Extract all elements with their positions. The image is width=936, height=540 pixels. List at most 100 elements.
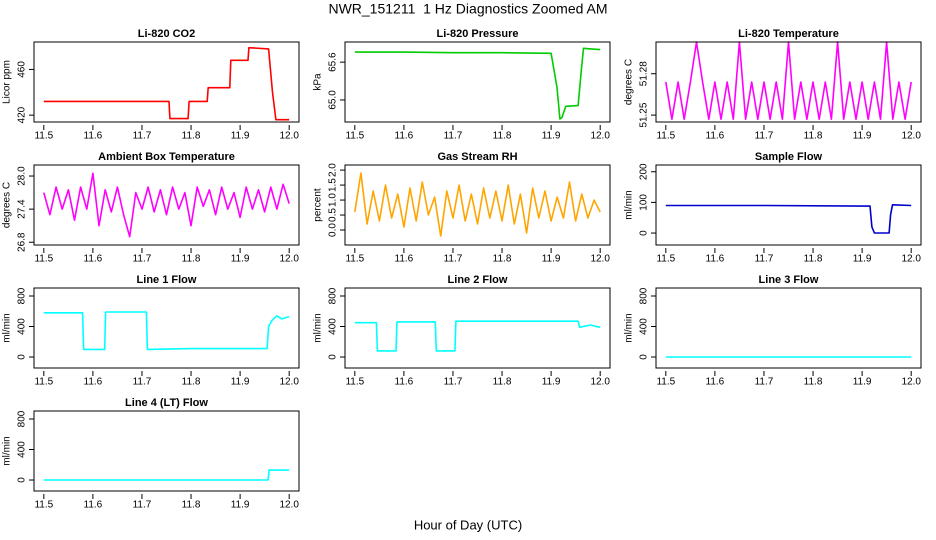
panel-title: Li-820 Temperature bbox=[738, 28, 839, 40]
data-line bbox=[354, 172, 601, 237]
x-tick-label: 11.5 bbox=[34, 254, 53, 265]
y-axis-label: ml/min bbox=[624, 313, 635, 342]
plot-box bbox=[655, 287, 922, 369]
y-axis-label: degrees C bbox=[624, 59, 635, 105]
x-tick-label: 11.7 bbox=[755, 377, 774, 388]
x-tick-label: 11.5 bbox=[34, 377, 53, 388]
y-tick-label: 26.8 bbox=[17, 232, 28, 252]
y-tick-label: 65.0 bbox=[328, 90, 339, 110]
x-tick-label: 11.6 bbox=[706, 254, 725, 265]
x-tick-label: 12.0 bbox=[590, 377, 610, 388]
x-tick-label: 11.7 bbox=[444, 131, 463, 142]
y-tick-label: 27.4 bbox=[17, 199, 28, 219]
x-tick-label: 11.6 bbox=[706, 131, 725, 142]
x-tick-label: 11.7 bbox=[755, 131, 774, 142]
x-tick-label: 11.9 bbox=[231, 500, 250, 511]
x-tick-label: 11.9 bbox=[231, 254, 250, 265]
x-tick-label: 11.7 bbox=[133, 500, 152, 511]
x-tick-label: 11.5 bbox=[34, 500, 53, 511]
y-tick-label: 1.0 bbox=[328, 193, 339, 207]
y-tick-label: 400 bbox=[328, 318, 339, 335]
y-tick-label: 0 bbox=[639, 230, 650, 236]
plot-box bbox=[33, 164, 300, 246]
y-tick-label: 800 bbox=[639, 287, 650, 304]
y-tick-label: 400 bbox=[17, 318, 28, 335]
panel-title: Ambient Box Temperature bbox=[98, 151, 235, 163]
x-tick-label: 11.9 bbox=[853, 254, 872, 265]
y-tick-label: 800 bbox=[328, 287, 339, 304]
x-tick-label: 11.9 bbox=[542, 131, 561, 142]
y-tick-label: 800 bbox=[17, 287, 28, 304]
y-tick-label: 0 bbox=[17, 477, 28, 483]
x-tick-label: 11.5 bbox=[34, 131, 53, 142]
data-line bbox=[43, 469, 290, 481]
x-tick-label: 12.0 bbox=[901, 377, 921, 388]
y-axis-label: ml/min bbox=[624, 190, 635, 219]
y-tick-label: 400 bbox=[17, 441, 28, 458]
x-tick-label: 11.8 bbox=[182, 500, 201, 511]
y-axis-label: percent bbox=[313, 188, 324, 222]
plot-box bbox=[344, 287, 611, 369]
x-tick-label: 12.0 bbox=[590, 254, 610, 265]
data-line bbox=[354, 47, 601, 120]
y-tick-label: 0.0 bbox=[328, 223, 339, 237]
x-tick-label: 11.6 bbox=[84, 254, 103, 265]
figure-title: NWR_151211 1 Hz Diagnostics Zoomed AM bbox=[328, 1, 607, 17]
x-tick-label: 11.8 bbox=[493, 377, 512, 388]
panel-title: Line 3 Flow bbox=[759, 274, 819, 286]
data-line bbox=[665, 41, 912, 120]
x-tick-label: 12.0 bbox=[279, 377, 299, 388]
x-tick-label: 11.6 bbox=[706, 377, 725, 388]
x-tick-label: 11.8 bbox=[182, 131, 201, 142]
x-tick-label: 11.7 bbox=[444, 377, 463, 388]
plot-box bbox=[33, 41, 300, 123]
x-tick-label: 11.9 bbox=[231, 131, 250, 142]
x-axis-label: Hour of Day (UTC) bbox=[414, 517, 522, 532]
x-tick-label: 11.8 bbox=[804, 377, 823, 388]
panel-title: Line 4 (LT) Flow bbox=[125, 397, 208, 409]
x-tick-label: 11.9 bbox=[853, 131, 872, 142]
panel-title: Li-820 Pressure bbox=[437, 28, 519, 40]
y-axis-label: ml/min bbox=[2, 313, 13, 342]
y-axis-label: degrees C bbox=[2, 182, 13, 228]
x-tick-label: 11.6 bbox=[395, 254, 414, 265]
y-axis-label: kPa bbox=[313, 73, 324, 91]
plot-box bbox=[655, 164, 922, 246]
x-tick-label: 12.0 bbox=[901, 131, 921, 142]
x-tick-label: 11.9 bbox=[853, 377, 872, 388]
y-axis-label: ml/min bbox=[2, 436, 13, 465]
plot-box bbox=[655, 41, 922, 123]
panel-title: Gas Stream RH bbox=[437, 151, 517, 163]
x-tick-label: 11.5 bbox=[656, 131, 675, 142]
data-line bbox=[43, 311, 290, 351]
y-tick-label: 0.5 bbox=[328, 208, 339, 222]
x-tick-label: 11.6 bbox=[84, 500, 103, 511]
y-axis-label: ml/min bbox=[313, 313, 324, 342]
data-line bbox=[354, 320, 601, 352]
x-tick-label: 11.8 bbox=[493, 254, 512, 265]
x-tick-label: 11.9 bbox=[542, 254, 561, 265]
y-tick-label: 1.5 bbox=[328, 178, 339, 192]
x-tick-label: 11.5 bbox=[345, 131, 364, 142]
y-tick-label: 100 bbox=[639, 194, 650, 211]
x-tick-label: 11.8 bbox=[182, 377, 201, 388]
y-tick-label: 2.0 bbox=[328, 163, 339, 177]
y-tick-label: 460 bbox=[17, 61, 28, 78]
x-tick-label: 12.0 bbox=[590, 131, 610, 142]
y-tick-label: 51.28 bbox=[639, 61, 650, 86]
x-tick-label: 12.0 bbox=[279, 131, 299, 142]
data-line bbox=[43, 46, 290, 121]
x-tick-label: 11.5 bbox=[656, 254, 675, 265]
x-tick-label: 11.7 bbox=[444, 254, 463, 265]
data-line bbox=[43, 172, 290, 238]
x-tick-label: 11.5 bbox=[345, 254, 364, 265]
x-tick-label: 11.7 bbox=[133, 377, 152, 388]
panel-title: Line 2 Flow bbox=[448, 274, 508, 286]
data-line bbox=[665, 204, 912, 234]
x-tick-label: 11.6 bbox=[84, 377, 103, 388]
panel-title: Li-820 CO2 bbox=[138, 28, 195, 40]
y-tick-label: 51.25 bbox=[639, 102, 650, 127]
y-axis-label: Licor ppm bbox=[2, 60, 13, 104]
y-tick-label: 65.6 bbox=[328, 52, 339, 72]
x-tick-label: 11.6 bbox=[84, 131, 103, 142]
